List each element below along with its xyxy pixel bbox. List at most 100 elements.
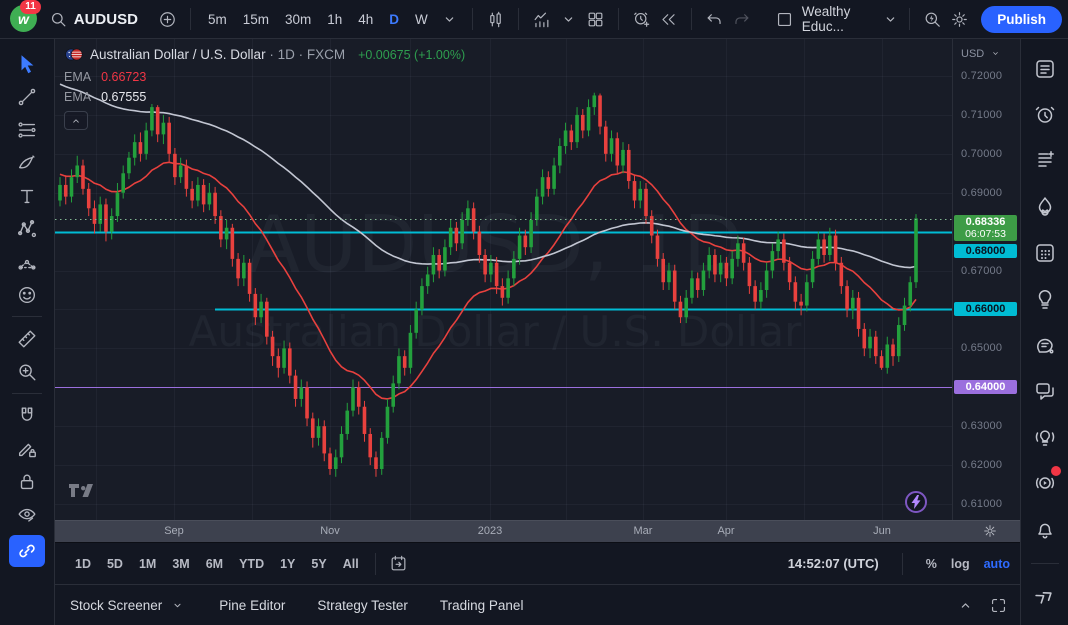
timeframe-30m[interactable]: 30m bbox=[284, 11, 312, 27]
text-tool-icon[interactable] bbox=[8, 179, 46, 212]
brush-tool-icon[interactable] bbox=[8, 146, 46, 179]
symbol-name: AUDUSD bbox=[73, 10, 138, 28]
collapse-legend-button[interactable] bbox=[64, 111, 88, 130]
symbol-title-row[interactable]: Australian Dollar / U.S. Dollar · 1D · F… bbox=[64, 45, 465, 64]
price-label: 0.62000 bbox=[961, 459, 1003, 471]
minds-icon[interactable] bbox=[1027, 419, 1063, 455]
price-chart-canvas[interactable] bbox=[55, 39, 952, 520]
bar-replay-icon[interactable] bbox=[655, 6, 682, 33]
timeframe-15m[interactable]: 15m bbox=[242, 11, 269, 27]
range-6m[interactable]: 6M bbox=[205, 556, 224, 571]
alerts-icon[interactable] bbox=[1027, 97, 1063, 133]
log-scale-toggle[interactable]: log bbox=[950, 556, 970, 571]
tab-stock-screener[interactable]: Stock Screener bbox=[70, 596, 187, 615]
expand-panel-chevron-icon[interactable] bbox=[956, 596, 975, 615]
ema-label: EMA bbox=[64, 70, 92, 84]
live-streams-icon[interactable] bbox=[1027, 465, 1063, 501]
level-price-badge: 0.68000 bbox=[954, 244, 1017, 258]
range-5d[interactable]: 5D bbox=[106, 556, 123, 571]
indicator-templates-chevron-icon[interactable] bbox=[555, 6, 582, 33]
ema-legend-row-1[interactable]: EMA 0.66723 bbox=[64, 70, 465, 84]
tab-trading-panel[interactable]: Trading Panel bbox=[440, 598, 524, 613]
range-toolbar: 1D 5D 1M 3M 6M YTD 1Y 5Y All 14:52:07 (UTC) % lo… bbox=[55, 542, 1020, 584]
more-panel-icon[interactable] bbox=[1027, 578, 1063, 614]
cursor-tool-icon[interactable] bbox=[8, 47, 46, 80]
economic-calendar-icon[interactable] bbox=[1027, 235, 1063, 271]
bottom-panel-right bbox=[956, 596, 1008, 615]
tab-pine-editor[interactable]: Pine Editor bbox=[219, 598, 285, 613]
timeframe-1h[interactable]: 1h bbox=[327, 11, 343, 27]
price-scale[interactable]: USD 0.72000 0.71000 0.70000 0.69000 0.68336 0… bbox=[952, 39, 1020, 520]
clock-utc[interactable]: 14:52:07 (UTC) bbox=[787, 556, 879, 571]
chart-type-icon[interactable] bbox=[482, 6, 509, 33]
zoom-in-tool-icon[interactable] bbox=[8, 355, 46, 388]
tradingview-logo[interactable] bbox=[68, 480, 94, 503]
go-to-date-icon[interactable] bbox=[385, 550, 412, 577]
timeframe-w[interactable]: W bbox=[415, 11, 428, 27]
magnet-mode-icon[interactable] bbox=[8, 399, 46, 432]
ema-legend-row-2[interactable]: EMA 0.67555 bbox=[64, 90, 465, 104]
create-alert-icon[interactable] bbox=[628, 6, 655, 33]
percent-scale-toggle[interactable]: % bbox=[925, 556, 937, 571]
ideas-icon[interactable] bbox=[1027, 281, 1063, 317]
hide-all-drawings-icon[interactable] bbox=[8, 498, 46, 531]
hotlists-icon[interactable] bbox=[1027, 189, 1063, 225]
layout-select-button[interactable]: Wealthy Educ... bbox=[775, 4, 900, 34]
tab-label: Pine Editor bbox=[219, 597, 286, 613]
notifications-icon[interactable] bbox=[1027, 511, 1063, 547]
layout-grid-icon[interactable] bbox=[582, 6, 609, 33]
lock-all-drawings-icon[interactable] bbox=[8, 465, 46, 498]
sync-drawings-icon[interactable] bbox=[9, 535, 45, 567]
redo-icon[interactable] bbox=[728, 6, 755, 33]
logo-letter: w bbox=[18, 10, 29, 27]
timeframe-4h[interactable]: 4h bbox=[358, 11, 374, 27]
timeframes-chevron-down-icon[interactable] bbox=[436, 6, 463, 33]
compare-add-icon[interactable] bbox=[154, 6, 181, 33]
settings-gear-icon[interactable] bbox=[946, 6, 973, 33]
range-all[interactable]: All bbox=[342, 556, 359, 571]
maximize-panel-icon[interactable] bbox=[989, 596, 1008, 615]
last-price-badge: 0.68336 06:07:53 bbox=[954, 215, 1017, 241]
time-axis[interactable]: Sep Nov 2023 Mar Apr Jun bbox=[55, 520, 1020, 542]
price-scale-currency[interactable]: USD bbox=[961, 44, 1005, 63]
range-bar-right: 14:52:07 (UTC) % log auto bbox=[787, 552, 1010, 575]
bottom-panel-tabs: Stock Screener Pine Editor Strategy Tester… bbox=[70, 596, 555, 615]
user-menu-button[interactable]: w 11 bbox=[8, 0, 41, 34]
private-chats-icon[interactable] bbox=[1027, 373, 1063, 409]
drawing-mode-lock-icon[interactable] bbox=[8, 432, 46, 465]
timeframe-d[interactable]: D bbox=[389, 11, 400, 27]
fib-retracement-tool-icon[interactable] bbox=[8, 113, 46, 146]
price-change: +0.00675 (+1.00%) bbox=[358, 47, 466, 62]
emoji-tool-icon[interactable] bbox=[8, 278, 46, 311]
range-3m[interactable]: 3M bbox=[172, 556, 190, 571]
forecast-tool-icon[interactable] bbox=[8, 245, 46, 278]
timeframe-5m[interactable]: 5m bbox=[207, 11, 227, 27]
price-label: 0.63000 bbox=[961, 420, 1003, 432]
tab-strategy-tester[interactable]: Strategy Tester bbox=[317, 598, 408, 613]
ema-value-fast: 0.66723 bbox=[101, 70, 147, 84]
boost-flash-button[interactable] bbox=[905, 491, 927, 513]
axis-settings-gear-icon[interactable] bbox=[982, 523, 998, 542]
range-ytd[interactable]: YTD bbox=[239, 556, 265, 571]
range-5y[interactable]: 5Y bbox=[311, 556, 327, 571]
chart-column: Australian Dollar / U.S. Dollar · 1D · F… bbox=[55, 39, 1020, 625]
indicators-icon[interactable] bbox=[528, 6, 555, 33]
range-1d[interactable]: 1D bbox=[75, 556, 91, 571]
range-1y[interactable]: 1Y bbox=[280, 556, 296, 571]
watchlist-icon[interactable] bbox=[1027, 51, 1063, 87]
measure-tool-icon[interactable] bbox=[8, 322, 46, 355]
range-1m[interactable]: 1M bbox=[138, 556, 157, 571]
quick-search-icon[interactable] bbox=[919, 6, 946, 33]
auto-scale-toggle[interactable]: auto bbox=[983, 556, 1010, 571]
ema-label: EMA bbox=[64, 90, 92, 104]
undo-icon[interactable] bbox=[701, 6, 728, 33]
ideas-stream-icon[interactable] bbox=[1027, 327, 1063, 363]
toolbar-divider bbox=[517, 8, 519, 30]
interval-exchange: · 1D · FXCM bbox=[269, 47, 346, 62]
pattern-tool-icon[interactable] bbox=[8, 212, 46, 245]
notes-icon[interactable] bbox=[1027, 143, 1063, 179]
symbol-search-button[interactable]: AUDUSD bbox=[49, 10, 138, 29]
trend-line-tool-icon[interactable] bbox=[8, 80, 46, 113]
pair-name: Australian Dollar / U.S. Dollar bbox=[90, 47, 266, 62]
publish-button[interactable]: Publish bbox=[981, 5, 1062, 33]
